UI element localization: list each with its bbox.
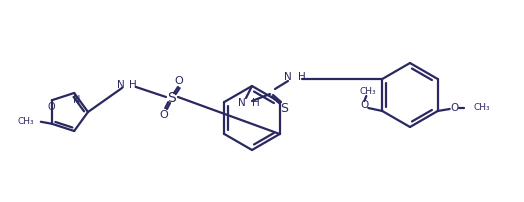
Text: CH₃: CH₃ [360,86,377,96]
Text: O: O [47,102,54,112]
Text: N: N [73,95,81,105]
Text: CH₃: CH₃ [17,117,34,126]
Text: H: H [129,80,137,90]
Text: H: H [298,72,305,82]
Text: O: O [174,76,183,86]
Text: N: N [117,80,125,90]
Text: S: S [168,91,177,105]
Text: H: H [252,98,260,108]
Text: O: O [451,103,459,113]
Text: N: N [238,98,246,108]
Text: O: O [160,110,168,120]
Text: O: O [360,100,368,110]
Text: S: S [280,101,288,115]
Text: N: N [284,72,292,82]
Text: CH₃: CH₃ [474,103,490,113]
